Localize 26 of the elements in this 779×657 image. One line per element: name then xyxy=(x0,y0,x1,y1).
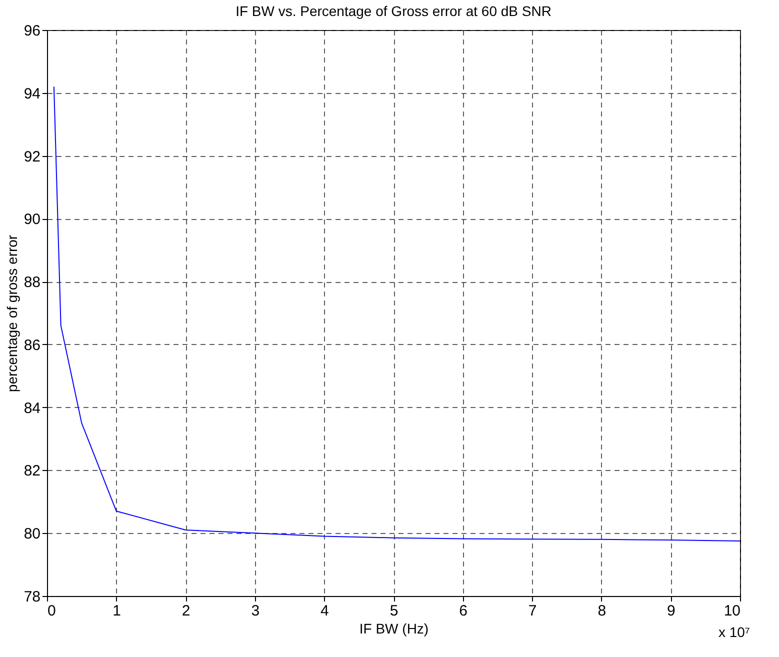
y-tick-label: 94 xyxy=(24,85,40,102)
y-tick-label: 90 xyxy=(24,211,40,228)
x-tick-label: 5 xyxy=(390,602,398,620)
line-series xyxy=(53,86,740,542)
x-axis-title: IF BW (Hz) xyxy=(359,620,429,636)
y-tick-label: 86 xyxy=(24,336,40,354)
y-tick-label: 82 xyxy=(24,462,40,480)
x-tick-label: 10 xyxy=(724,602,740,620)
x-tick-label: 6 xyxy=(459,602,468,620)
y-tick-label: 96 xyxy=(24,22,40,40)
x-tick-label: 3 xyxy=(251,602,260,620)
y-axis-title: percentage of gross error xyxy=(4,234,20,392)
x-tick-label: 0 xyxy=(48,602,56,620)
x-tick-label: 1 xyxy=(112,602,121,620)
x-tick-label: 9 xyxy=(667,602,676,620)
y-tick-label: 92 xyxy=(24,148,40,166)
text: x 10⁷ xyxy=(718,624,750,640)
x-tick-label: 2 xyxy=(182,602,190,620)
x-tick-label: 4 xyxy=(320,602,329,620)
chart-title: IF BW vs. Percentage of Gross error at 60 dB SNR xyxy=(236,3,552,19)
y-tick-label: 88 xyxy=(24,274,40,292)
x-tick-label: 8 xyxy=(598,602,606,620)
y-tick-label: 78 xyxy=(24,588,40,606)
y-tick-label: 84 xyxy=(24,400,40,417)
x-tick-label: 7 xyxy=(528,602,537,620)
y-tick-label: 80 xyxy=(24,526,40,543)
